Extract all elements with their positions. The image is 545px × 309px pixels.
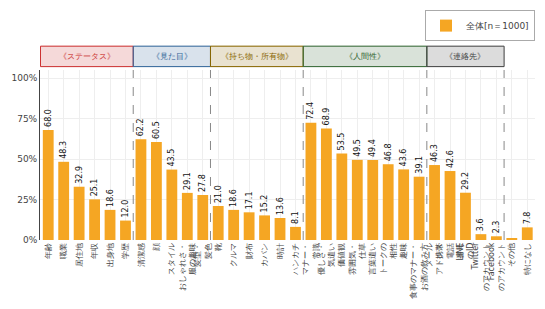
svg-text:49.4: 49.4 — [368, 139, 377, 157]
svg-text:43.5: 43.5 — [167, 149, 176, 167]
svg-text:カバン: カバン — [260, 243, 269, 267]
svg-text:60.5: 60.5 — [152, 121, 161, 139]
svg-text:13.6: 13.6 — [276, 197, 285, 215]
svg-text:清潔感: 清潔感 — [137, 243, 146, 267]
svg-text:0%: 0% — [23, 235, 38, 245]
svg-text:クルマ: クルマ — [229, 243, 238, 267]
svg-text:15.2: 15.2 — [260, 195, 269, 213]
svg-text:メールアドレス: メールアドレス — [425, 243, 444, 275]
svg-text:50%: 50% — [17, 154, 37, 164]
svg-text:言葉遣い: 言葉遣い — [368, 243, 377, 275]
svg-text:雰囲気・仕草: 雰囲気・仕草 — [348, 243, 367, 275]
svg-text:21.0: 21.0 — [214, 185, 223, 203]
svg-text:29.1: 29.1 — [183, 172, 192, 190]
svg-text:年収: 年収 — [90, 243, 99, 259]
svg-text:優しさ・気遣い: 優しさ・気遣い — [317, 243, 336, 275]
svg-text:48.3: 48.3 — [59, 141, 68, 159]
svg-text:全体[n＝1000]: 全体[n＝1000] — [466, 21, 529, 31]
svg-text:ハンカチ: ハンカチ — [291, 243, 300, 276]
svg-text:出身地: 出身地 — [106, 243, 115, 267]
svg-text:携帯電話番号: 携帯電話番号 — [435, 243, 465, 259]
svg-text:おしゃれさ・服の趣味: おしゃれさ・服の趣味 — [178, 243, 197, 291]
svg-text:72.4: 72.4 — [306, 102, 315, 120]
svg-text:《持ち物・所有物》: 《持ち物・所有物》 — [221, 52, 293, 61]
svg-text:髪型・髪色: 髪型・髪色 — [193, 243, 212, 267]
svg-text:特になし: 特になし — [523, 243, 532, 275]
svg-text:スタイル: スタイル — [167, 243, 176, 275]
svg-text:18.6: 18.6 — [106, 189, 115, 207]
svg-text:靴: 靴 — [214, 243, 223, 251]
svg-text:職業: 職業 — [59, 243, 68, 259]
svg-text:居住地: 居住地 — [75, 243, 84, 267]
svg-text:趣味: 趣味 — [399, 243, 408, 259]
svg-text:《ステータス》: 《ステータス》 — [59, 52, 115, 61]
svg-text:その他: その他 — [507, 243, 516, 267]
svg-text:43.6: 43.6 — [399, 149, 408, 167]
svg-text:年齢: 年齢 — [44, 243, 53, 259]
svg-text:Facebookのアカウント: Facebookのアカウント — [487, 242, 506, 290]
svg-text:価値観: 価値観 — [337, 243, 346, 267]
svg-text:39.1: 39.1 — [415, 156, 424, 174]
svg-text:2.3: 2.3 — [492, 221, 501, 234]
svg-text:62.2: 62.2 — [136, 118, 145, 136]
svg-text:8.1: 8.1 — [291, 211, 300, 224]
svg-text:53.5: 53.5 — [337, 133, 346, 151]
svg-text:49.5: 49.5 — [353, 139, 362, 157]
svg-text:LINEのID: LINEのID — [456, 243, 475, 261]
svg-text:時計: 時計 — [276, 243, 285, 259]
svg-text:《連絡先》: 《連絡先》 — [445, 52, 485, 61]
svg-text:25.1: 25.1 — [90, 179, 99, 197]
svg-text:顔: 顔 — [152, 243, 161, 251]
svg-text:マナー・常識: マナー・常識 — [301, 243, 320, 275]
svg-text:17.1: 17.1 — [245, 191, 254, 209]
svg-text:《見た目》: 《見た目》 — [152, 52, 192, 61]
svg-text:100%: 100% — [11, 73, 37, 83]
svg-text:7.8: 7.8 — [523, 212, 532, 225]
svg-text:Twitterのアカウント: Twitterのアカウント — [471, 242, 490, 291]
svg-text:27.8: 27.8 — [198, 174, 207, 192]
svg-text:学歴: 学歴 — [121, 243, 130, 259]
svg-text:3.6: 3.6 — [476, 218, 485, 231]
svg-text:46.3: 46.3 — [430, 144, 439, 162]
svg-text:18.6: 18.6 — [229, 189, 238, 207]
svg-text:75%: 75% — [17, 114, 37, 124]
svg-text:46.8: 46.8 — [384, 143, 393, 161]
svg-text:財布: 財布 — [245, 243, 254, 259]
svg-text:42.6: 42.6 — [446, 150, 455, 168]
svg-text:トークの相性: トークの相性 — [379, 243, 398, 275]
svg-text:29.2: 29.2 — [461, 172, 470, 190]
svg-text:25%: 25% — [17, 195, 37, 205]
svg-text:《人間性》: 《人間性》 — [345, 52, 385, 61]
svg-text:68.9: 68.9 — [322, 108, 331, 126]
svg-text:食事のマナー・お酒の飲み方: 食事のマナー・お酒の飲み方 — [410, 243, 429, 299]
svg-text:68.0: 68.0 — [44, 109, 53, 127]
svg-text:32.9: 32.9 — [75, 166, 84, 184]
svg-text:12.0: 12.0 — [121, 200, 130, 218]
